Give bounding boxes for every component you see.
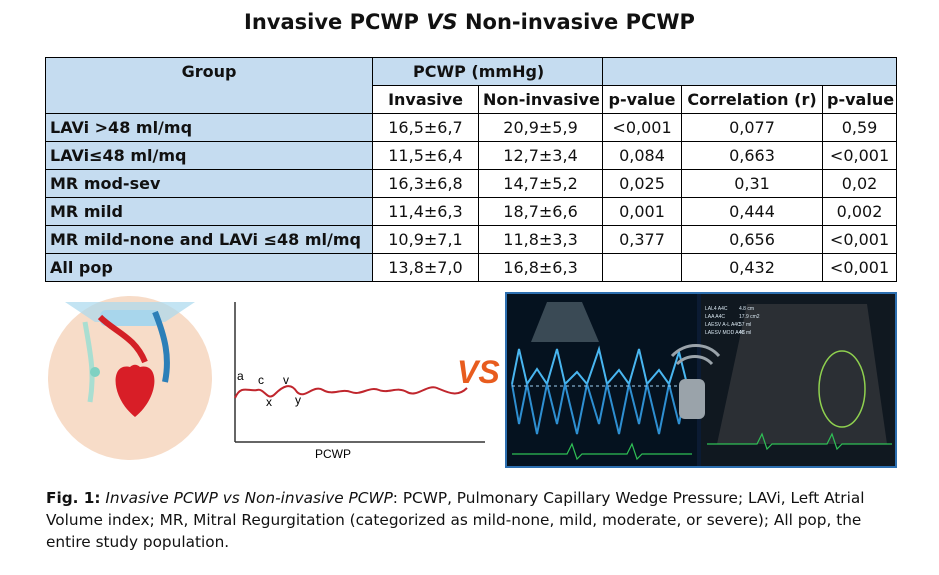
table-row: MR mild-none and LAVi ≤48 ml/mq 10,9±7,1 1… xyxy=(45,225,898,254)
echo-value-1: 4.8 cm xyxy=(739,306,754,312)
wave-label-c: c xyxy=(258,373,264,387)
row-invasive-cell: 11,4±6,3 xyxy=(372,197,479,226)
row-pvalue-cell: 0,025 xyxy=(602,169,683,198)
catheter-tip-icon xyxy=(90,367,100,377)
row-correlation-cell: 0,31 xyxy=(681,169,824,198)
header-group: Group xyxy=(45,57,373,114)
row-correlation-cell: 0,444 xyxy=(681,197,824,226)
row-noninvasive-cell: 16,8±6,3 xyxy=(477,253,604,282)
artery-icon xyxy=(97,314,148,364)
vein-icon xyxy=(152,310,170,383)
ecg-trace-left xyxy=(512,442,692,461)
row-pvalue-cell: <0,001 xyxy=(602,113,683,142)
caption-label: Fig. 1: xyxy=(46,489,101,507)
doppler-sector-icon xyxy=(531,302,599,342)
trace-axis-label: PCWP xyxy=(315,447,351,461)
ecg-trace-right xyxy=(707,432,892,451)
table-row: LAVi >48 ml/mq 16,5±6,7 20,9±5,9 <0,001 0,07… xyxy=(45,113,898,142)
row-noninvasive-cell: 12,7±3,4 xyxy=(477,141,604,170)
header-blank xyxy=(602,57,898,86)
row-pvalue2-cell: <0,001 xyxy=(822,253,898,282)
illustration-panel: a c v x y PCWP VS LAL4 A4C LAA A4C LAESV… xyxy=(45,292,905,470)
echo-measure-2: LAA A4C xyxy=(705,314,725,320)
echo-panel: LAL4 A4C LAA A4C LAESV A-L A4C LAESV MOD… xyxy=(505,292,897,468)
la-contour xyxy=(818,350,866,428)
title-right: Non-invasive PCWP xyxy=(464,10,695,34)
echo-sector xyxy=(717,304,887,444)
header-pvalue-1: p-value xyxy=(602,85,683,114)
heart-icon xyxy=(115,364,155,417)
wave-label-x: x xyxy=(266,395,272,409)
row-noninvasive-cell: 20,9±5,9 xyxy=(477,113,604,142)
header-noninvasive: Non-invasive xyxy=(477,85,604,114)
echo-measure-3: LAESV A-L A4C xyxy=(705,322,741,328)
figure-title: Invasive PCWP VS Non-invasive PCWP xyxy=(0,10,939,34)
row-pvalue2-cell: 0,02 xyxy=(822,169,898,198)
row-correlation-cell: 0,663 xyxy=(681,141,824,170)
row-pvalue2-cell: 0,59 xyxy=(822,113,898,142)
row-pvalue-cell xyxy=(602,253,683,282)
row-pvalue2-cell: 0,002 xyxy=(822,197,898,226)
header-invasive: Invasive xyxy=(372,85,479,114)
wave-label-v: v xyxy=(283,373,289,387)
row-group-cell: MR mod-sev xyxy=(45,169,373,198)
row-group-cell: LAVi >48 ml/mq xyxy=(45,113,373,142)
row-group-cell: MR mild-none and LAVi ≤48 ml/mq xyxy=(45,225,373,254)
row-group-cell: MR mild xyxy=(45,197,373,226)
table-row: MR mild 11,4±6,3 18,7±6,6 0,001 0,444 0,002 xyxy=(45,197,898,226)
row-group-cell: LAVi≤48 ml/mq xyxy=(45,141,373,170)
header-pvalue-2: p-value xyxy=(822,85,898,114)
body-shape xyxy=(100,310,160,326)
header-correlation: Correlation (r) xyxy=(681,85,824,114)
results-table: Group PCWP (mmHg) Invasive Non-invasive … xyxy=(45,57,898,282)
doppler-waveform xyxy=(511,345,688,435)
title-left: Invasive PCWP xyxy=(244,10,419,34)
caption-italic: Invasive PCWP vs Non-invasive PCWP xyxy=(105,489,393,507)
row-pvalue-cell: 0,084 xyxy=(602,141,683,170)
row-pvalue2-cell: <0,001 xyxy=(822,141,898,170)
caption-text: : PCWP, Pulmonary Capillary Wedge Pressu… xyxy=(46,489,865,551)
echo-value-4: 48 ml xyxy=(739,330,751,336)
heart-and-trace-illustration: a c v x y PCWP xyxy=(48,296,485,461)
echo-value-3: 57 ml xyxy=(739,322,751,328)
figure-caption: Fig. 1: Invasive PCWP vs Non-invasive PC… xyxy=(46,487,896,553)
row-noninvasive-cell: 11,8±3,3 xyxy=(477,225,604,254)
table-row: All pop 13,8±7,0 16,8±6,3 0,432 <0,001 xyxy=(45,253,898,282)
pressure-trace-line xyxy=(234,385,468,399)
row-invasive-cell: 11,5±6,4 xyxy=(372,141,479,170)
row-invasive-cell: 16,5±6,7 xyxy=(372,113,479,142)
row-pvalue2-cell: <0,001 xyxy=(822,225,898,254)
row-noninvasive-cell: 14,7±5,2 xyxy=(477,169,604,198)
table-row: LAVi≤48 ml/mq 11,5±6,4 12,7±3,4 0,084 0,663 <… xyxy=(45,141,898,170)
row-group-cell: All pop xyxy=(45,253,373,282)
row-correlation-cell: 0,656 xyxy=(681,225,824,254)
row-invasive-cell: 10,9±7,1 xyxy=(372,225,479,254)
row-invasive-cell: 16,3±6,8 xyxy=(372,169,479,198)
header-pcwp: PCWP (mmHg) xyxy=(371,57,604,86)
doppler-panel xyxy=(507,294,697,466)
row-pvalue-cell: 0,001 xyxy=(602,197,683,226)
table-row: MR mod-sev 16,3±6,8 14,7±5,2 0,025 0,31 0,02 xyxy=(45,169,898,198)
echo-value-2: 17.9 cm2 xyxy=(739,314,760,320)
row-pvalue-cell: 0,377 xyxy=(602,225,683,254)
echo-measure-4: LAESV MOD A4C xyxy=(705,330,745,336)
wave-label-a: a xyxy=(237,369,244,383)
title-vs: VS xyxy=(426,10,458,34)
catheter-line-icon xyxy=(82,321,95,403)
row-noninvasive-cell: 18,7±6,6 xyxy=(477,197,604,226)
wave-label-y: y xyxy=(295,393,301,407)
echo-measure-1: LAL4 A4C xyxy=(705,306,728,312)
row-correlation-cell: 0,432 xyxy=(681,253,824,282)
row-correlation-cell: 0,077 xyxy=(681,113,824,142)
echo-image: LAL4 A4C LAA A4C LAESV A-L A4C LAESV MOD… xyxy=(507,294,895,466)
row-invasive-cell: 13,8±7,0 xyxy=(372,253,479,282)
vs-label: VS xyxy=(457,354,500,390)
probe-icon xyxy=(670,344,721,419)
